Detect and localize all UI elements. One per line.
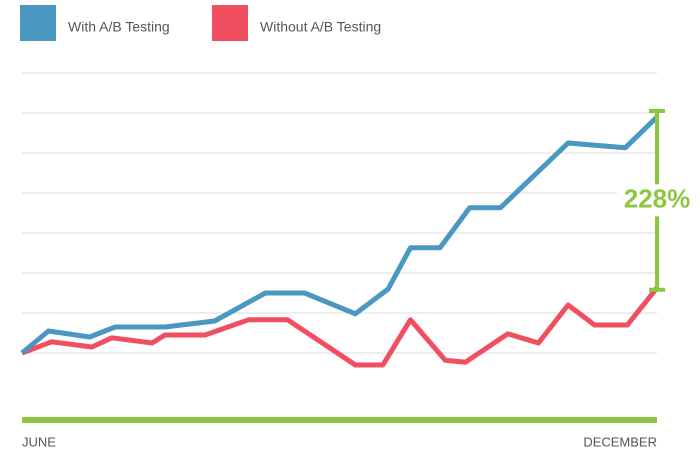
series-line bbox=[21, 286, 659, 368]
annotation: 228% bbox=[624, 183, 691, 213]
x-tick-label: DECEMBER bbox=[583, 434, 657, 449]
legend-swatch bbox=[20, 5, 56, 41]
legend-label: Without A/B Testing bbox=[260, 19, 381, 35]
legend-swatch bbox=[212, 5, 248, 41]
annotation-bg bbox=[617, 184, 697, 217]
x-tick-label: JUNE bbox=[22, 434, 56, 449]
series-line bbox=[20, 115, 659, 355]
legend-label: With A/B Testing bbox=[68, 19, 170, 35]
